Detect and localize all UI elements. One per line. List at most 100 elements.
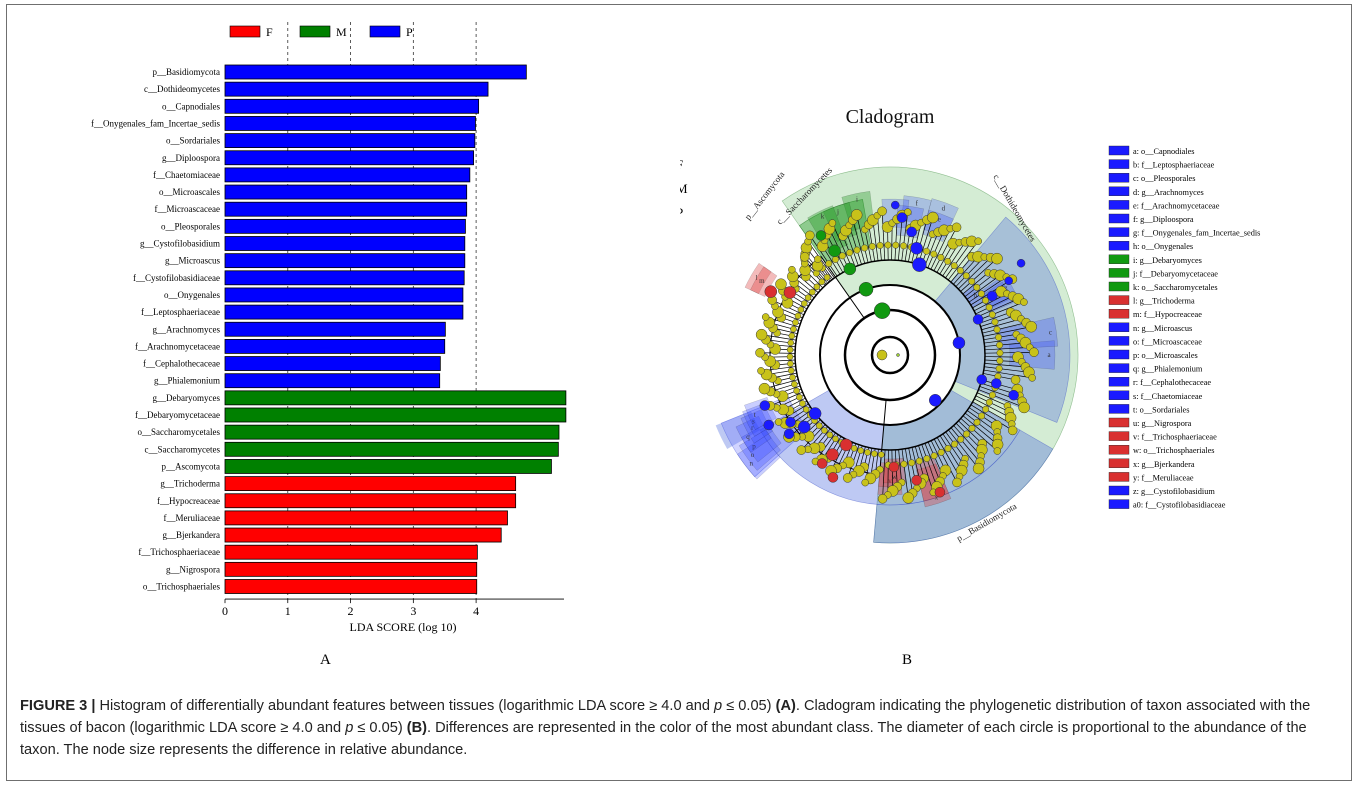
taxa-legend-label: o: f__Microascaceae — [1133, 337, 1202, 346]
biomarker-node-P — [952, 336, 966, 350]
bar-label: g__Nigrospora — [166, 564, 220, 574]
taxa-legend-label: z: g__Cystofilobasidium — [1133, 487, 1215, 496]
legend-label-M: M — [336, 25, 347, 39]
leaf-node — [861, 478, 869, 487]
taxa-legend-label: y: f__Meruliaceae — [1133, 473, 1194, 482]
tree-spoke — [974, 398, 1011, 419]
tree-spoke — [955, 422, 983, 451]
inner-node — [995, 365, 1003, 373]
leaf-node — [814, 255, 822, 263]
bar-label: g__Microascus — [165, 256, 220, 266]
bar-o__Saccharomycetales — [224, 424, 560, 440]
biomarker-node-P — [785, 416, 796, 428]
inner-node — [861, 244, 869, 252]
tree-spoke — [832, 222, 853, 269]
tree-spoke — [960, 418, 998, 452]
sector-letter: x — [935, 494, 939, 502]
inner-node — [923, 247, 930, 255]
inner-node — [794, 312, 802, 320]
biomarker-node-P — [906, 226, 917, 238]
tree-spoke — [809, 235, 838, 277]
inner-node — [809, 288, 816, 296]
taxa-legend-label: a0: f__Cystofilobasidiaceae — [1133, 501, 1226, 510]
bar-f__Cephalothecaceae — [224, 356, 441, 371]
tree-spoke — [983, 369, 1033, 379]
bar-label: g__Phialemonium — [154, 376, 220, 386]
inner-node — [993, 326, 1001, 334]
inner-node — [962, 272, 970, 280]
biomarker-node-F — [816, 458, 828, 469]
inner-node — [968, 424, 976, 432]
bar-label: c__Saccharomycetes — [145, 444, 221, 454]
tree-ring-0 — [870, 335, 910, 375]
leaf-node — [1007, 425, 1018, 436]
inner-node — [930, 452, 938, 460]
inner-node — [802, 406, 810, 413]
caption-text-3: . Cladogram indicating the phylogenetic … — [20, 698, 1311, 736]
inner-node — [951, 440, 958, 448]
inner-node — [985, 398, 993, 406]
bar-label: o__Trichosphaeriales — [143, 582, 221, 592]
inner-node — [799, 400, 806, 407]
biomarker-node-M — [828, 244, 841, 258]
bar-label: f__Onygenales_fam_Incertae_sedis — [91, 118, 220, 128]
taxa-legend-label: x: g__Bjerkandera — [1133, 460, 1195, 469]
biomarker-node-P — [929, 394, 942, 407]
biomarker-node-F — [827, 472, 839, 483]
bar-label: f__Trichosphaeriaceae — [138, 547, 220, 557]
biomarker-node-P — [1004, 276, 1013, 286]
inner-node — [908, 459, 916, 467]
taxa-legend-label: i: g__Debaryomyces — [1133, 256, 1202, 265]
leaf-node — [758, 382, 771, 395]
sector-letter: p — [752, 443, 756, 451]
tree-spoke — [984, 363, 1026, 368]
leaf-node — [904, 208, 912, 216]
sector-letter: m — [759, 277, 765, 285]
bar-f__Arachnomycetaceae — [224, 338, 446, 354]
root-node — [876, 349, 888, 361]
tree-spoke — [984, 346, 1030, 351]
sector-letter: d — [942, 204, 946, 212]
leaf-node — [761, 313, 770, 321]
inner-node — [968, 277, 976, 285]
sector-letter: i — [856, 195, 858, 203]
caption-ref-a: (A) — [775, 698, 796, 714]
tree-spoke — [977, 392, 1008, 407]
taxa-legend-label: m: f__Hypocreaceae — [1133, 310, 1202, 319]
bar-p__Ascomycota — [224, 459, 552, 474]
clado-legend-label-M: M — [680, 181, 688, 196]
leaf-node — [927, 211, 939, 224]
taxa-legend-label: a: o__Capnodiales — [1133, 147, 1195, 156]
caption-text-1: Histogram of differentially abundant fea… — [95, 698, 715, 714]
taxa-legend-label: c: o__Pleosporales — [1133, 174, 1195, 183]
tree-spoke — [927, 230, 945, 268]
bar-g__Arachnomyces — [224, 321, 446, 337]
biomarker-node-F — [911, 474, 922, 486]
bar-label: g__Diploospora — [162, 153, 220, 163]
bar-f__Chaetomiaceae — [224, 167, 471, 183]
inner-node — [996, 357, 1004, 365]
taxa-legend-label: s: f__Chaetomiaceae — [1133, 392, 1203, 401]
tree-spoke — [942, 241, 966, 277]
biomarker-node-P — [976, 374, 988, 385]
biomarker-node-P — [1016, 258, 1026, 268]
leaf-node — [805, 230, 815, 241]
inner-node — [832, 256, 839, 263]
caption-ref-b: (B) — [406, 720, 428, 736]
tree-spoke — [945, 241, 973, 279]
inner-node — [956, 267, 964, 274]
sector-letter: r — [751, 424, 754, 432]
taxa-legend-label: k: o__Saccharomycetales — [1133, 283, 1218, 292]
taxa-legend-swatch — [1108, 240, 1130, 251]
x-axis-label: LDA SCORE (log 10) — [349, 620, 456, 634]
tree-spoke — [947, 240, 979, 281]
taxa-legend-swatch — [1108, 172, 1130, 183]
tree-spoke — [933, 227, 957, 271]
biomarker-node-P — [890, 200, 900, 210]
bar-o__Sordariales — [224, 133, 476, 149]
tree-spoke — [976, 298, 1019, 318]
inner-node — [982, 297, 989, 304]
inner-node — [973, 418, 981, 426]
bar-o__Capnodiales — [224, 98, 480, 114]
tree-spoke — [978, 389, 1025, 408]
